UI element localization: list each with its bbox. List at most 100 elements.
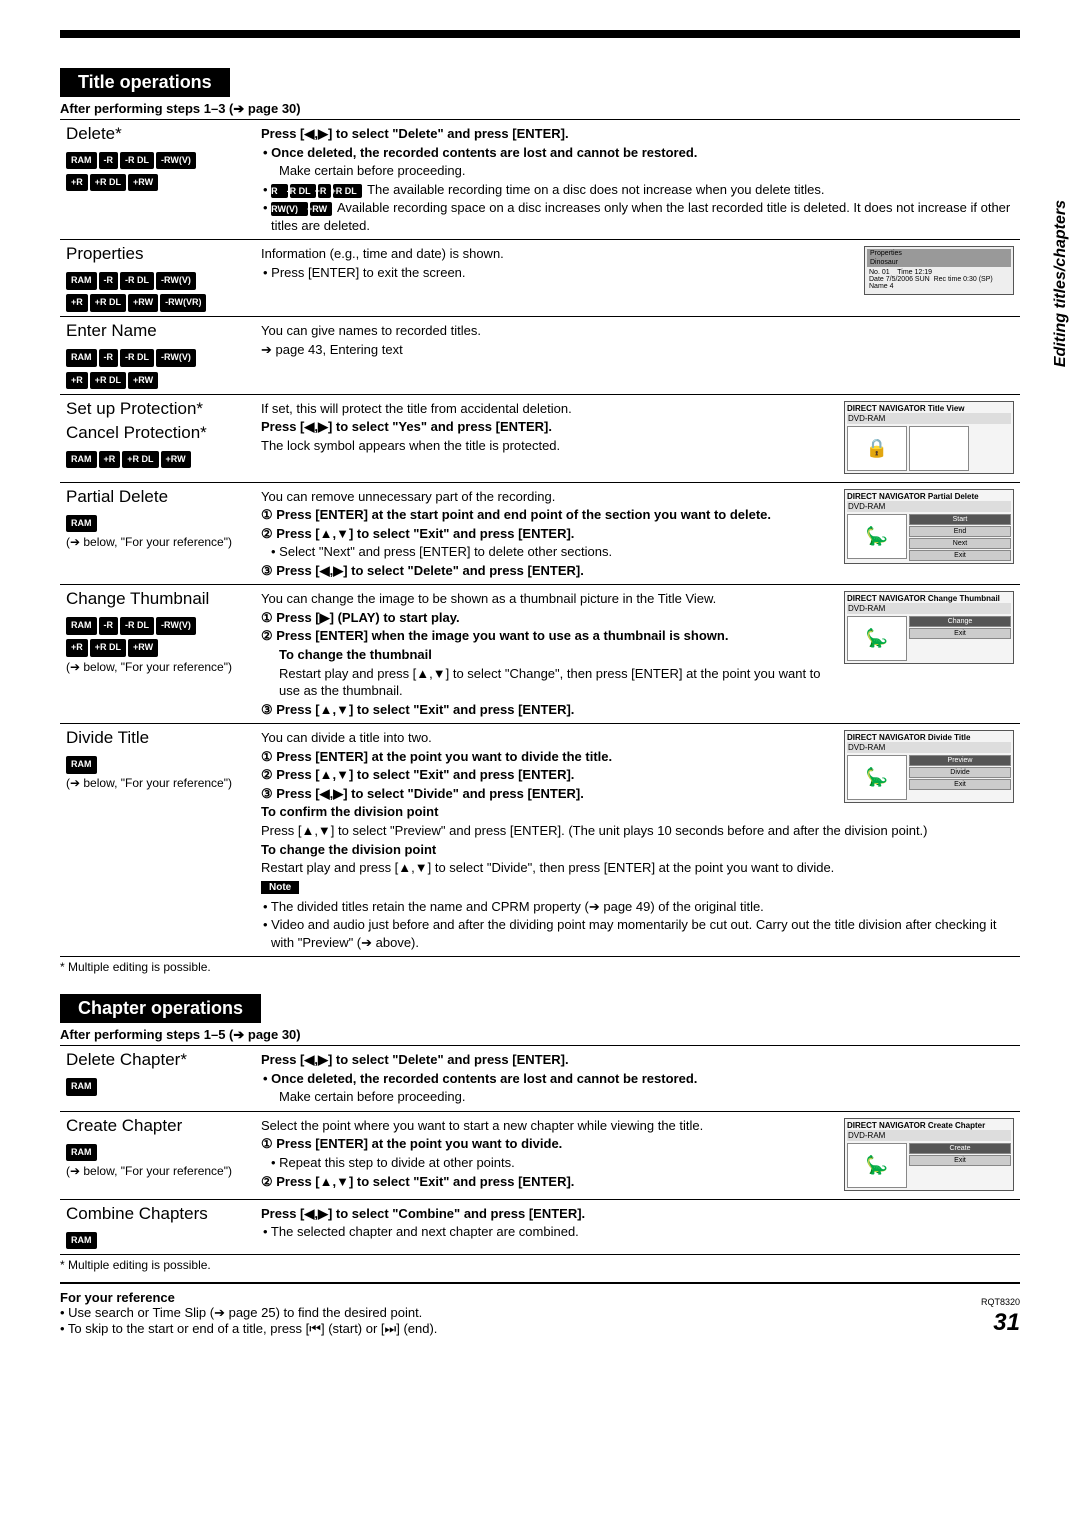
format-badge: +R DL: [90, 639, 126, 656]
op-thumb-ref: (➔ below, "For your reference"): [66, 660, 249, 674]
format-badge: RAM: [66, 1078, 97, 1095]
chapter-ops-table: Delete Chapter* RAM Press [◀,▶] to selec…: [60, 1045, 1020, 1255]
op-enter-badges: RAM-R-R DL-RW(V): [66, 345, 249, 367]
op-cancel-prot: Cancel Protection*: [66, 423, 249, 443]
format-badge: +R: [66, 294, 88, 311]
op-partial-badges: RAM: [66, 511, 249, 533]
op-delete-name: Delete*: [66, 124, 249, 144]
op-combine-name: Combine Chapters: [66, 1204, 249, 1224]
rqt-code: RQT8320: [981, 1297, 1020, 1307]
op-thumb-name: Change Thumbnail: [66, 589, 249, 609]
format-badge: RAM: [66, 756, 97, 773]
combine-l1: Press [◀,▶] to select "Combine" and pres…: [261, 1205, 1014, 1223]
thumb-button: Exit: [909, 550, 1011, 561]
format-badge: -R DL: [120, 152, 154, 169]
format-badge: -RW(VR): [160, 294, 206, 311]
create-thumb: DIRECT NAVIGATOR Create Chapter DVD-RAM …: [844, 1118, 1014, 1191]
delchap-l2: • Once deleted, the recorded contents ar…: [261, 1070, 1014, 1088]
format-badge: -R: [271, 184, 288, 198]
op-divide-name: Divide Title: [66, 728, 249, 748]
format-badge: RAM: [66, 451, 97, 468]
op-create-badges: RAM: [66, 1140, 249, 1162]
partial-l5: ③ Press [◀,▶] to select "Delete" and pre…: [261, 562, 1014, 580]
chapter-ops-footnote: * Multiple editing is possible.: [60, 1258, 1020, 1272]
thumb-l5: Restart play and press [▲,▼] to select "…: [261, 665, 1014, 700]
chapter-ops-header: Chapter operations: [60, 994, 261, 1023]
divide-l10: • Video and audio just before and after …: [261, 916, 1014, 951]
format-badge: +RW: [128, 639, 158, 656]
op-combine-badges: RAM: [66, 1228, 249, 1250]
op-partial-name: Partial Delete: [66, 487, 249, 507]
thumb-button: Exit: [909, 779, 1011, 790]
format-badge: +R: [66, 174, 88, 191]
format-badge: +R DL: [122, 451, 158, 468]
format-badge: RAM: [66, 1232, 97, 1249]
format-badge: +R DL: [90, 294, 126, 311]
delete-l2: • Once deleted, the recorded contents ar…: [261, 144, 1014, 162]
delete-l5: • -RW(V)+RW Available recording space on…: [261, 199, 1014, 234]
format-badge: -RW(V): [156, 617, 196, 634]
divide-l6: Press [▲,▼] to select "Preview" and pres…: [261, 822, 1014, 840]
sidebar-label: Editing titles/chapters: [1052, 200, 1070, 367]
thumb-button: Exit: [909, 628, 1011, 639]
format-badge: +R DL: [90, 174, 126, 191]
op-delete-badges2: +R+R DL+RW: [66, 170, 249, 192]
format-badge: +R: [66, 372, 88, 389]
thumb-button: Next: [909, 538, 1011, 549]
delchap-l3: Make certain before proceeding.: [261, 1088, 1014, 1106]
format-badge: -R DL: [120, 349, 154, 366]
format-badge: -R: [99, 152, 119, 169]
thumb-button: Start: [909, 514, 1011, 525]
format-badge: -R DL: [120, 617, 154, 634]
op-thumb-badges: RAM-R-R DL-RW(V): [66, 613, 249, 635]
format-badge: -RW(V): [271, 202, 308, 216]
format-badge: -R: [99, 272, 119, 289]
thumb-l6: ③ Press [▲,▼] to select "Exit" and press…: [261, 701, 1014, 719]
thumb-button: Create: [909, 1143, 1011, 1154]
format-badge: +R: [66, 639, 88, 656]
title-ops-table: Delete* RAM-R-R DL-RW(V) +R+R DL+RW Pres…: [60, 119, 1020, 957]
format-badge: -RW(V): [156, 152, 196, 169]
enter-l2: ➔ page 43, Entering text: [261, 341, 1014, 359]
combine-l2: • The selected chapter and next chapter …: [261, 1223, 1014, 1241]
format-badge: +R DL: [90, 372, 126, 389]
protection-thumb: DIRECT NAVIGATOR Title View DVD-RAM 🔒: [844, 401, 1014, 474]
divide-note: Note: [261, 881, 299, 894]
op-thumb-badges2: +R+R DL+RW: [66, 635, 249, 657]
format-badge: RAM: [66, 152, 97, 169]
partial-thumb: DIRECT NAVIGATOR Partial Delete DVD-RAM …: [844, 489, 1014, 564]
format-badge: -R: [99, 617, 119, 634]
delete-l1: Press [◀,▶] to select "Delete" and press…: [261, 125, 1014, 143]
format-badge: RAM: [66, 349, 97, 366]
format-badge: -R DL: [290, 184, 316, 198]
thumb-thumb: DIRECT NAVIGATOR Change Thumbnail DVD-RA…: [844, 591, 1014, 664]
op-prot-badges: RAM+R+R DL+RW: [66, 447, 249, 469]
op-create-ref: (➔ below, "For your reference"): [66, 1164, 249, 1178]
title-ops-header: Title operations: [60, 68, 230, 97]
props-thumb: Properties Dinosaur No. 01 Time 12:19 Da…: [864, 246, 1014, 295]
op-partial-ref: (➔ below, "For your reference"): [66, 535, 249, 549]
format-badge: +R: [99, 451, 121, 468]
delete-l4: • -R-R DL+R+R DL The available recording…: [261, 181, 1014, 199]
thumb-button: Change: [909, 616, 1011, 627]
op-enter-badges2: +R+R DL+RW: [66, 368, 249, 390]
format-badge: -RW(V): [156, 272, 196, 289]
op-delete-badges: RAM-R-R DL-RW(V): [66, 148, 249, 170]
title-ops-footnote: * Multiple editing is possible.: [60, 960, 1020, 974]
format-badge: -R DL: [120, 272, 154, 289]
op-delchap-badges: RAM: [66, 1074, 249, 1096]
op-setup-prot: Set up Protection*: [66, 399, 249, 419]
title-ops-after: After performing steps 1–3 (➔ page 30): [60, 101, 1020, 117]
format-badge: +R DL: [333, 184, 361, 198]
for-ref-l1: • Use search or Time Slip (➔ page 25) to…: [60, 1305, 1020, 1321]
format-badge: -RW(V): [156, 349, 196, 366]
divide-l9: • The divided titles retain the name and…: [261, 898, 1014, 916]
op-props-name: Properties: [66, 244, 249, 264]
page-number: 31: [993, 1309, 1020, 1337]
delete-l3: Make certain before proceeding.: [261, 162, 1014, 180]
op-enter-name: Enter Name: [66, 321, 249, 341]
op-divide-badges: RAM: [66, 752, 249, 774]
divide-l8: Restart play and press [▲,▼] to select "…: [261, 859, 1014, 877]
thumb-button: Divide: [909, 767, 1011, 778]
divide-l7: To change the division point: [261, 841, 1014, 859]
